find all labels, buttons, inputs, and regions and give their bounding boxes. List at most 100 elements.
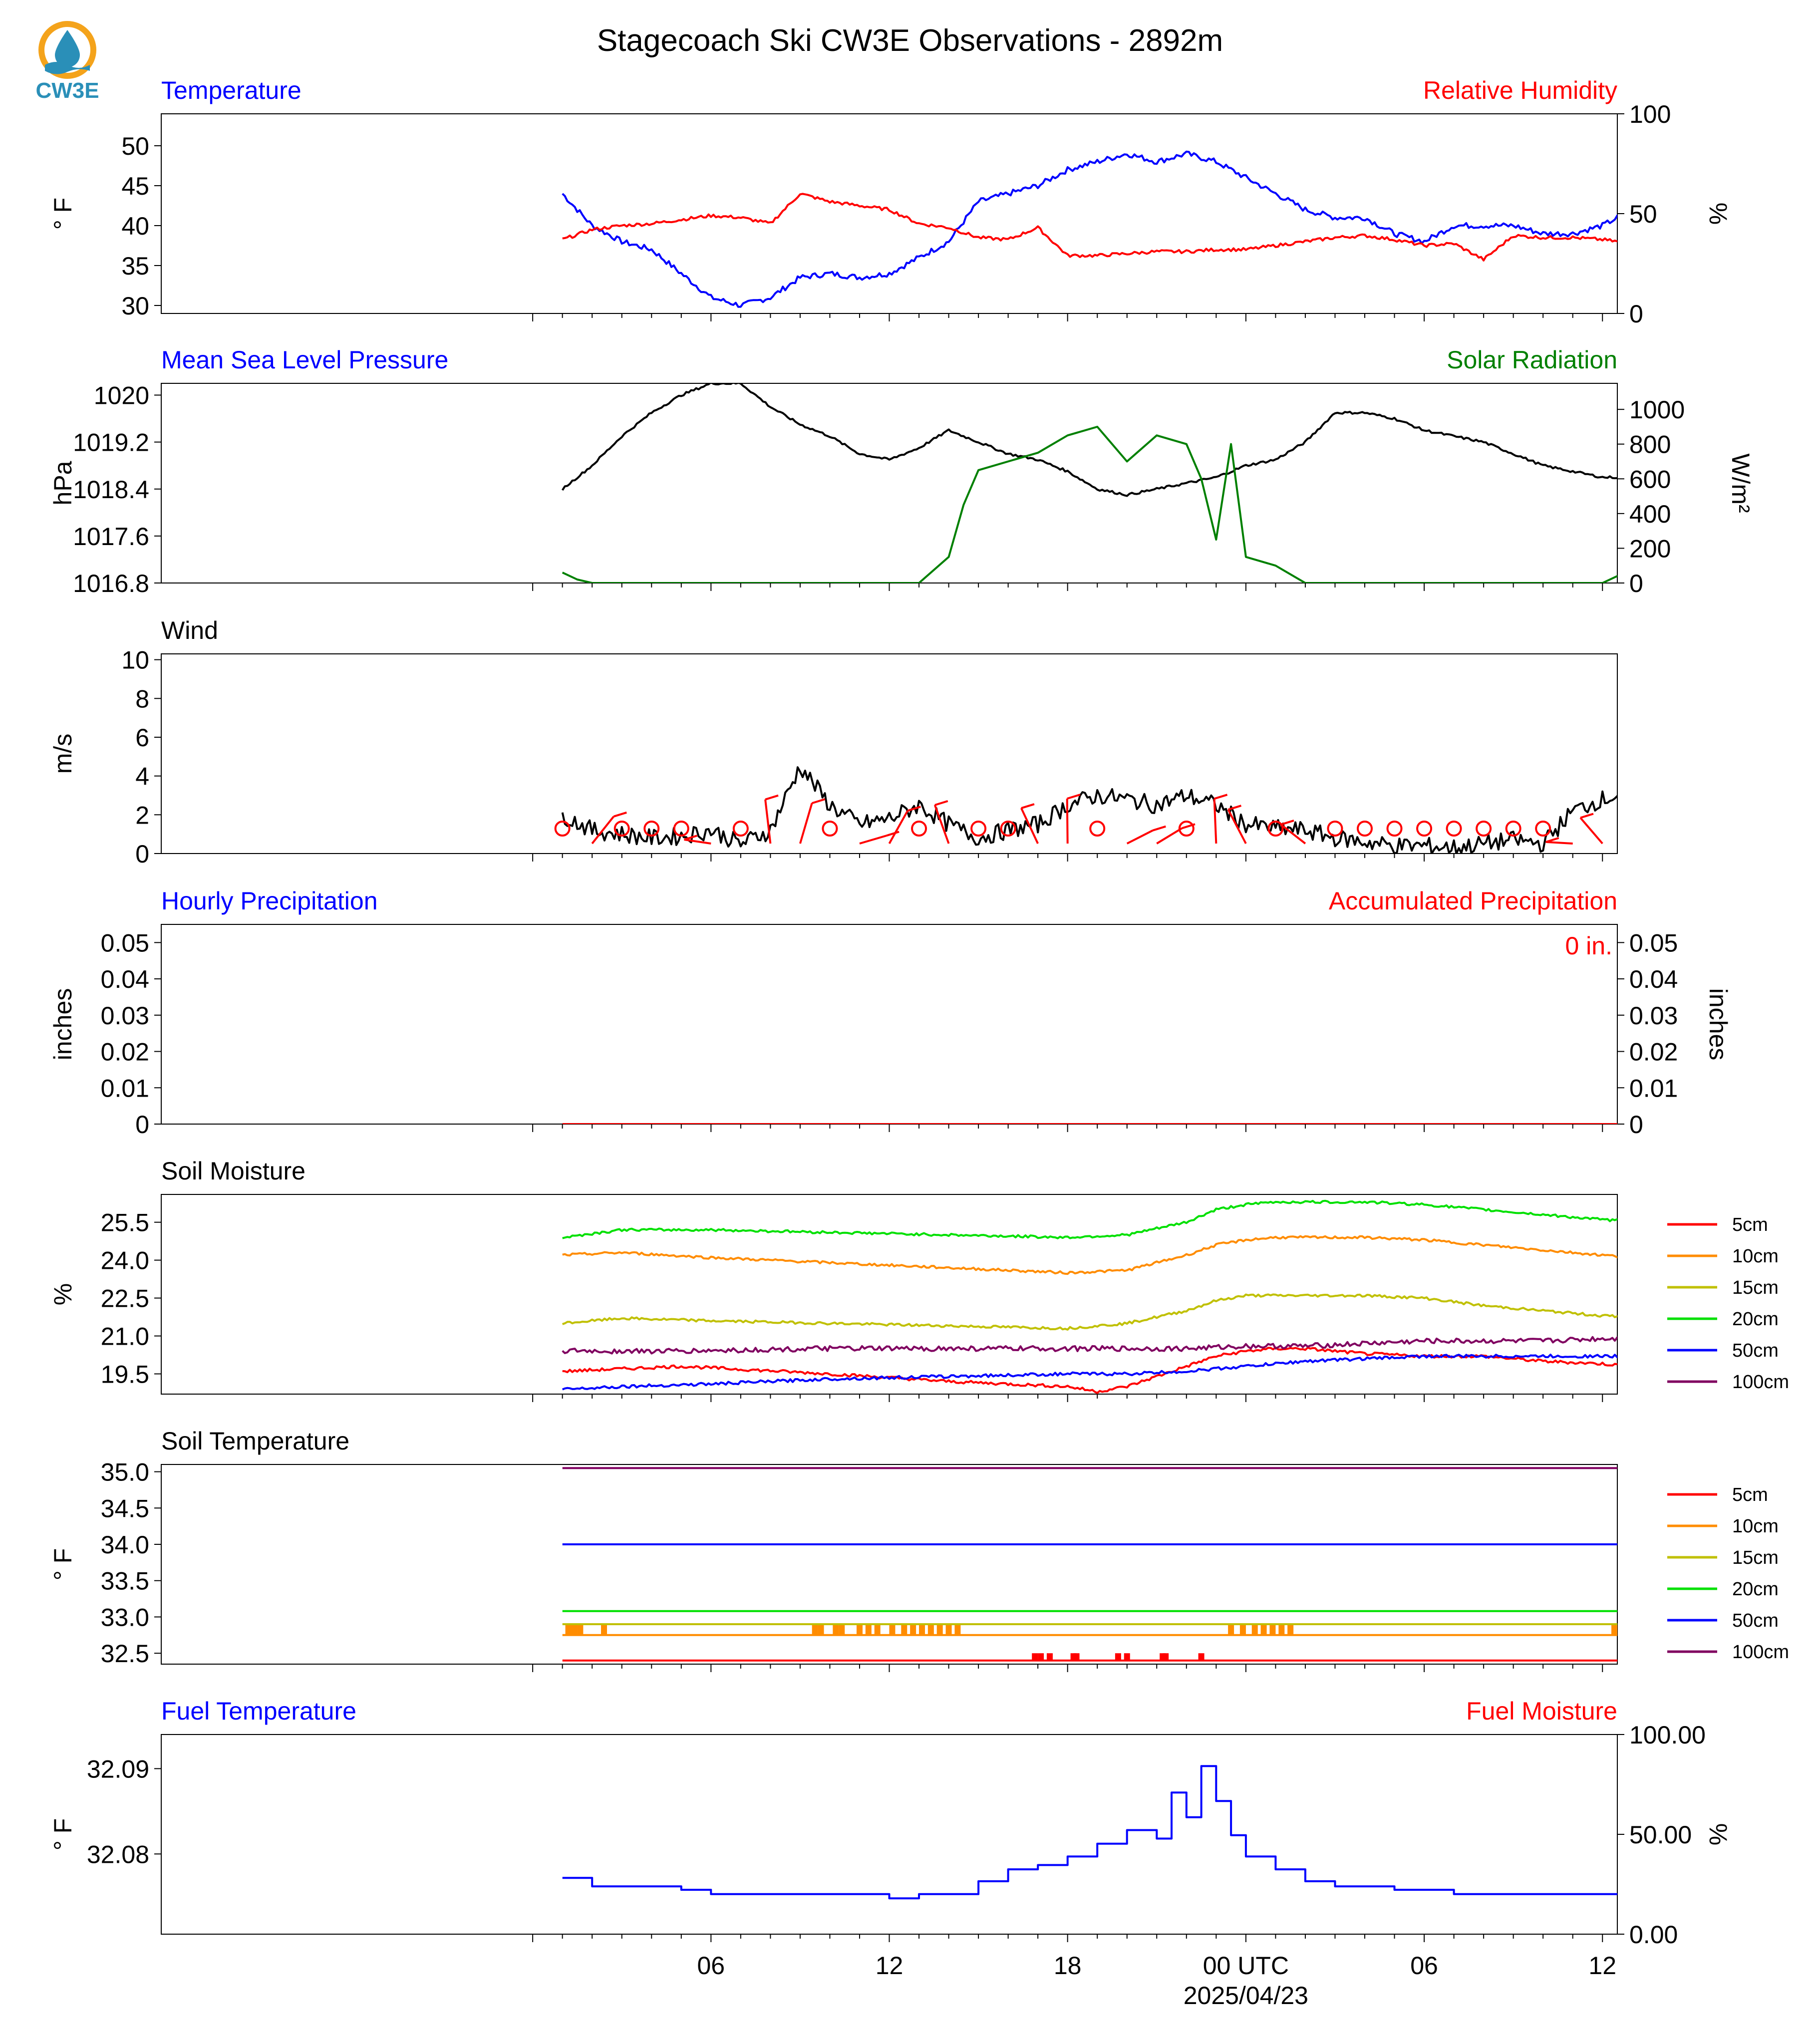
calm-wind-marker — [1476, 821, 1492, 837]
series-spike — [571, 1624, 578, 1635]
wind-barb — [764, 799, 772, 844]
wind-barb — [684, 839, 711, 845]
y-tick-label-left: 32.5 — [101, 1640, 149, 1668]
panel-stack: Temperature Relative Humidity3035404550° … — [49, 76, 1820, 2010]
wind-barb — [1213, 799, 1217, 844]
calm-wind-marker — [970, 821, 987, 837]
y-tick-label-right: 50 — [1629, 200, 1657, 228]
series-spike — [1163, 1653, 1169, 1661]
y-axis-label-left: ° F — [49, 1548, 77, 1580]
series-line-50cm — [562, 1354, 1617, 1391]
plot-area — [562, 1199, 1617, 1394]
y-axis-label-left: m/s — [49, 734, 77, 774]
series-line-left — [561, 766, 1617, 854]
panel-fuel: Fuel Temperature Fuel Moisture 32.08 32.09 °… — [49, 1697, 1732, 2010]
wind-barb — [1227, 809, 1247, 844]
series-spike — [1689, 1624, 1695, 1635]
logo-text: CW3E — [35, 78, 99, 103]
calm-wind-marker — [1089, 821, 1106, 837]
y-tick-label-right: 0 — [1629, 1111, 1643, 1139]
calm-wind-marker — [1625, 822, 1639, 836]
legend-entry: 100cm — [1732, 1372, 1789, 1393]
calm-wind-marker — [643, 821, 660, 837]
legend-entry: 15cm — [1732, 1547, 1779, 1568]
calm-wind-marker — [1000, 821, 1016, 837]
series-spike — [1073, 1653, 1080, 1661]
panel-soil-temperature: Soil Temperature 32.5 33.0 33.5 34.0 34.5 35.0… — [49, 1427, 1799, 1672]
x-tick-label: 12 — [1588, 1952, 1616, 1980]
calm-wind-marker — [1505, 821, 1521, 837]
figure-title: Stagecoach Ski CW3E Observations - 2892m — [597, 23, 1223, 58]
series-line-20cm — [562, 1199, 1617, 1239]
wind-barb-flag — [765, 794, 779, 801]
series-spike — [1638, 1624, 1644, 1635]
legend-entry: 10cm — [1732, 1246, 1779, 1267]
wind-barb — [1579, 817, 1603, 845]
series-spike — [1793, 1624, 1799, 1635]
y-tick-label-right: 50.00 — [1629, 1821, 1692, 1849]
wind-barb — [1156, 827, 1183, 845]
x-tick-label: 18 — [1054, 1952, 1082, 1980]
y-tick-label-left: 50 — [121, 132, 149, 160]
y-axis-label-right: % — [1704, 203, 1732, 225]
panel-title-left: Hourly Precipitation — [161, 887, 378, 915]
series-spike — [1653, 1624, 1659, 1635]
y-tick-label-left: 25.5 — [101, 1209, 149, 1237]
series-line-left — [562, 383, 1617, 497]
y-tick-label-right: 100 — [1629, 100, 1671, 128]
wind-barb — [1692, 819, 1714, 844]
legend-entry: 50cm — [1732, 1610, 1779, 1631]
wave-icon — [45, 62, 90, 74]
panel-title-right: Relative Humidity — [1423, 76, 1617, 104]
wind-barb-flag — [886, 831, 900, 837]
series-spike — [1198, 1653, 1205, 1661]
panel-title-left: Wind — [161, 616, 218, 644]
y-tick-label-left: 21.0 — [101, 1323, 149, 1351]
wind-barb — [1066, 798, 1069, 844]
series-spike — [889, 1624, 896, 1635]
wind-barb — [1817, 822, 1820, 844]
y-tick-label-left: 8 — [135, 685, 149, 713]
calm-wind-marker — [911, 821, 927, 837]
y-axis-label-left: % — [49, 1283, 77, 1305]
panel-title-left: Soil Temperature — [161, 1427, 349, 1455]
wind-barb — [859, 835, 887, 845]
plot-area — [554, 766, 1820, 854]
wind-barb — [1020, 808, 1039, 844]
y-tick-label-left: 32.08 — [87, 1840, 149, 1868]
legend-entry: 100cm — [1732, 1642, 1789, 1663]
calm-wind-marker — [1386, 821, 1403, 837]
wind-barb — [1280, 824, 1306, 845]
wind-barb-flag — [613, 811, 627, 818]
wind-barb-flag — [1067, 794, 1081, 800]
y-tick-label-left: 1018.4 — [73, 476, 149, 504]
plot-frame — [161, 924, 1618, 1125]
y-tick-label-left: 32.09 — [87, 1755, 149, 1783]
y-tick-label-left: 1016.8 — [73, 570, 149, 597]
wind-barb-flag — [934, 800, 948, 806]
series-spike — [818, 1624, 824, 1635]
wind-barb — [888, 810, 909, 844]
y-tick-label-left: 22.5 — [101, 1285, 149, 1313]
calm-wind-marker — [1535, 821, 1551, 837]
y-tick-label-right: 0 — [1629, 570, 1643, 597]
panel-soil-moisture: Soil Moisture 19.5 21.0 22.5 24.0 25.5% 5cm 10c… — [49, 1157, 1789, 1402]
y-tick-label-left: 1019.2 — [73, 429, 149, 457]
y-tick-label-left: 2 — [135, 801, 149, 829]
y-axis-label-right: W/m² — [1727, 453, 1755, 513]
calm-wind-marker — [822, 821, 838, 837]
plot-area — [562, 1467, 1799, 1662]
y-tick-label-right: 0.04 — [1629, 965, 1678, 993]
series-spike — [1228, 1624, 1234, 1635]
series-line-100cm — [562, 1336, 1617, 1355]
calm-wind-marker — [1267, 821, 1284, 837]
y-tick-label-right: 600 — [1629, 465, 1671, 493]
y-axis-label-left: ° F — [49, 198, 77, 230]
series-line-left — [562, 150, 1617, 308]
y-tick-label-left: 10 — [121, 646, 149, 674]
series-spike — [865, 1624, 872, 1635]
series-spike — [1239, 1624, 1246, 1635]
y-tick-label-right: 800 — [1629, 431, 1671, 459]
panel-title-left: Temperature — [161, 76, 302, 104]
